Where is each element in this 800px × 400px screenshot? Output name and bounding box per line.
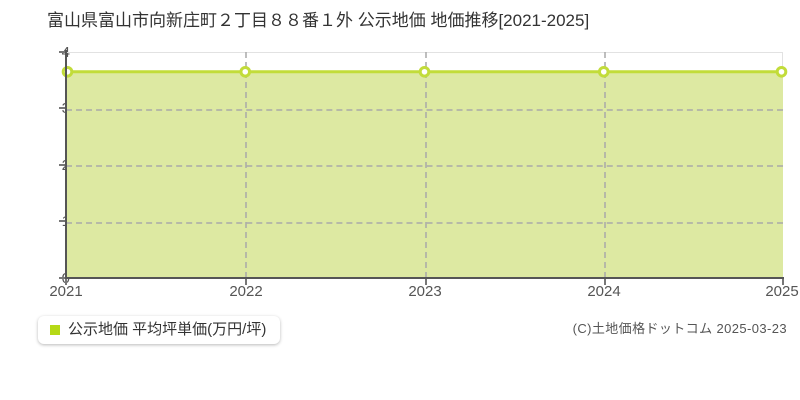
x-tick-mark-2023 — [424, 279, 427, 285]
legend-swatch-icon — [50, 325, 60, 335]
x-tick-mark-2025 — [782, 279, 784, 285]
x-tick-mark-2024 — [603, 279, 606, 285]
x-axis-line — [65, 277, 784, 279]
gridline-v-2022 — [245, 52, 248, 278]
legend-label: 公示地価 平均坪単価(万円/坪) — [68, 321, 267, 338]
y-tick-mark-1 — [59, 220, 66, 222]
y-tick-mark-2 — [59, 164, 66, 166]
y-tick-mark-4 — [59, 51, 66, 53]
x-tick-label-2025: 2025 — [765, 283, 799, 300]
chart-legend[interactable]: 公示地価 平均坪単価(万円/坪) — [38, 316, 281, 344]
data-point-markers — [61, 65, 788, 78]
data-point-2023[interactable] — [418, 65, 431, 78]
y-tick-mark-3 — [59, 107, 66, 109]
data-point-2025[interactable] — [775, 65, 788, 78]
chart-title: 富山県富山市向新庄町２丁目８８番１外 公示地価 地価推移[2021-2025] — [47, 11, 590, 30]
gridline-v-2023 — [424, 52, 427, 278]
x-tick-mark-2021 — [65, 279, 67, 285]
y-axis-line — [65, 50, 67, 280]
x-tick-label-2024: 2024 — [587, 283, 621, 300]
x-tick-label-2022: 2022 — [229, 283, 263, 300]
credit-text: (C)土地価格ドットコム 2025-03-23 — [572, 321, 787, 336]
data-point-2022[interactable] — [239, 65, 252, 78]
data-point-2024[interactable] — [597, 65, 610, 78]
plot-area — [61, 52, 788, 278]
x-tick-label-2021: 2021 — [49, 283, 83, 300]
x-tick-mark-2022 — [245, 279, 248, 285]
gridline-v-2024 — [603, 52, 606, 278]
y-tick-mark-0 — [59, 277, 66, 279]
x-tick-label-2023: 2023 — [408, 283, 442, 300]
